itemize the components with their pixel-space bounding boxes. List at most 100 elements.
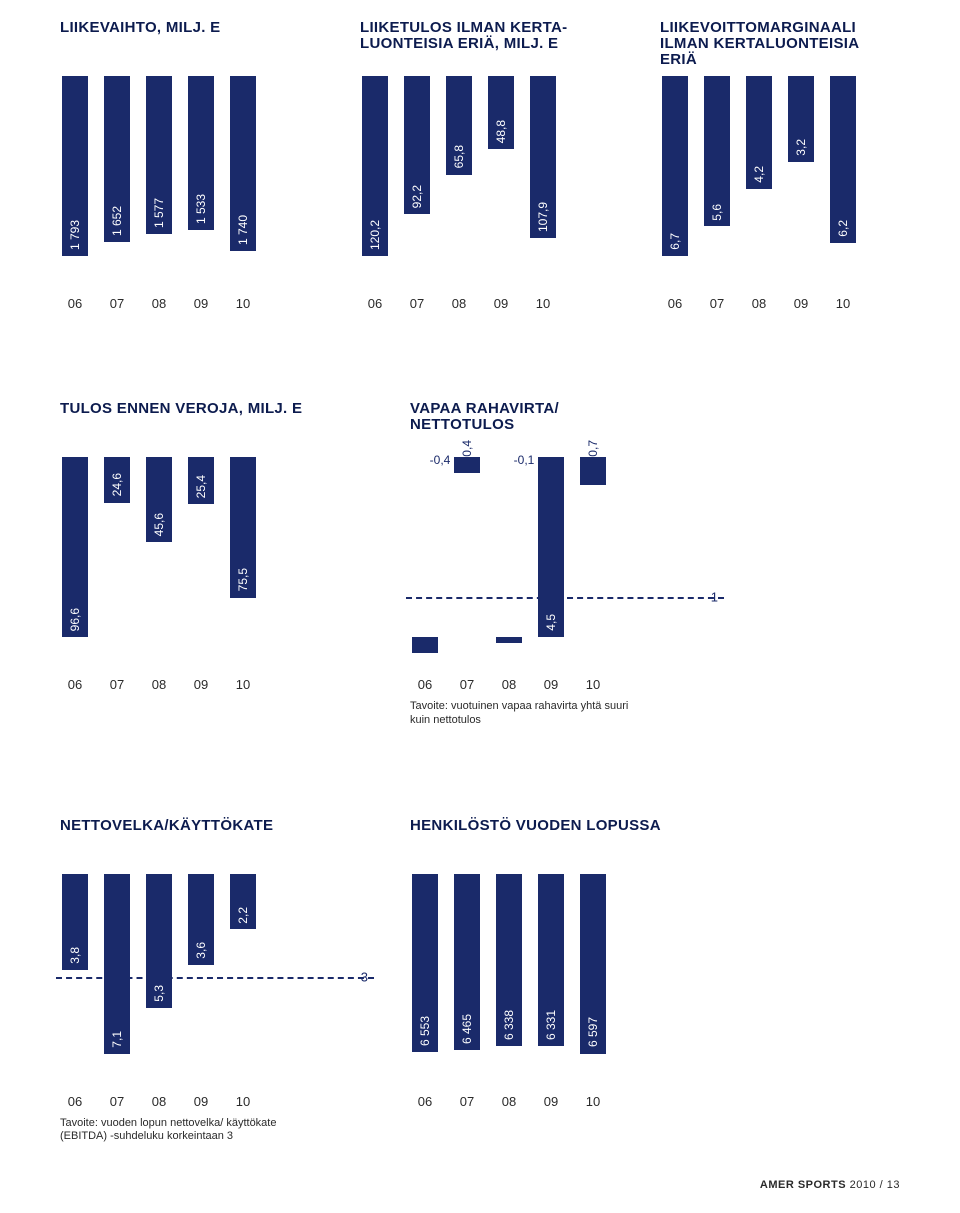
bar-rect: 6 597: [580, 874, 606, 1054]
bar-value-label: 92,2: [410, 185, 424, 208]
bar: 6 553: [410, 874, 440, 1054]
x-axis-label: 09: [786, 296, 816, 311]
bar-rect: 48,8: [488, 76, 514, 149]
bar-rect: 3,8: [62, 874, 88, 970]
bar: 6 465: [452, 874, 482, 1054]
bar-rect: 3,6: [188, 874, 214, 965]
x-axis-label: 09: [186, 1094, 216, 1109]
chart-note: Tavoite: vuotuinen vapaa rahavirta yhtä …: [410, 700, 630, 728]
bar-rect: 6 553: [412, 874, 438, 1053]
bar-value-label: 1 740: [236, 215, 250, 245]
chart-title: TULOS ENNEN VEROJA, milj. e: [60, 401, 350, 445]
bar-value-label: 25,4: [194, 475, 208, 498]
bar-rect: 6 331: [538, 874, 564, 1047]
bar: 0,4: [452, 457, 482, 637]
x-axis-label: 06: [60, 296, 90, 311]
bar-value-label: 5,3: [152, 985, 166, 1002]
chart-title: NETTOVELKA/KÄYTTÖKATE: [60, 818, 350, 862]
bar: -0,4: [410, 457, 440, 637]
bar-value-label: 24,6: [110, 473, 124, 496]
footer-brand: AMER SPORTS: [760, 1179, 846, 1191]
bar: 3,2: [786, 76, 816, 256]
x-axis-label: 10: [228, 296, 258, 311]
bar-rect: 0,7: [580, 457, 606, 485]
bar-rect: 25,4: [188, 457, 214, 504]
bar: 1 652: [102, 76, 132, 256]
x-axis: 0607080910: [60, 677, 350, 692]
bar-value-label: 6 331: [544, 1010, 558, 1040]
x-axis: 0607080910: [660, 296, 900, 311]
bar-value-label: 2,2: [236, 907, 250, 924]
target-label: 3: [361, 970, 368, 985]
chart-vapaa-rahavirta: VAPAA RAHAVIRTA/ NETTOTULOS -0,4 0,4 -0,1 4…: [410, 401, 700, 728]
bar: 1 533: [186, 76, 216, 256]
chart-tulos: TULOS ENNEN VEROJA, milj. e 96,6 24,6 45,6…: [60, 401, 350, 728]
bar-rect: 7,1: [104, 874, 130, 1054]
bar-rect: 1 740: [230, 76, 256, 251]
bar-value-label: 6 338: [502, 1010, 516, 1040]
bar-value-label: 65,8: [452, 145, 466, 168]
bar: 1 577: [144, 76, 174, 256]
x-axis-label: 07: [702, 296, 732, 311]
bar-rect: 1 533: [188, 76, 214, 230]
x-axis-label: 10: [228, 677, 258, 692]
target-line: [56, 977, 374, 979]
chart-title: LIIKEVOITTOMARGINAALI ILMAN KERTALUONTEI…: [660, 20, 900, 64]
bar-value-label: 7,1: [110, 1031, 124, 1048]
bar-rect: 107,9: [530, 76, 556, 238]
bar-value-label: 96,6: [68, 608, 82, 631]
bar-rect: 6 465: [454, 874, 480, 1050]
x-axis-label: 06: [660, 296, 690, 311]
x-axis-label: 07: [452, 1094, 482, 1109]
bars: 1 793 1 652 1 577 1 533 1 740: [60, 76, 300, 256]
chart-title: LIIKETULOS ILMAN KERTA- LUONTEISIA ERIÄ,…: [360, 20, 600, 64]
chart-note: Tavoite: vuoden lopun nettovelka/ käyttö…: [60, 1117, 280, 1145]
bar: 24,6: [102, 457, 132, 637]
bar: 65,8: [444, 76, 474, 256]
page-footer: AMER SPORTS 2010 / 13: [760, 1179, 900, 1191]
bar-value-label: 6 597: [586, 1017, 600, 1047]
charts-row-1: LIIKEVAIHTO, milj. e 1 7931 6521 5771 53…: [60, 0, 900, 311]
bar-value-label: 4,5: [544, 614, 558, 631]
bar-value-label: 6,7: [668, 233, 682, 250]
bar: 3,6: [186, 874, 216, 1054]
bar-value-label: 3,6: [194, 942, 208, 959]
bar: 45,6: [144, 457, 174, 637]
bar-rect: 45,6: [146, 457, 172, 542]
bar: 120,2: [360, 76, 390, 256]
bar-rect: 4,5: [538, 457, 564, 637]
bars: 96,6 24,6 45,6 25,4 75,5: [60, 457, 350, 637]
bar-value-label: 6 465: [460, 1014, 474, 1044]
charts-row-3: NETTOVELKA/KÄYTTÖKATE 3,87,15,33,62,2 3 …: [60, 798, 700, 1145]
bars: 120,2 92,2 65,8 48,8 107,9: [360, 76, 600, 256]
bar: 1 793: [60, 76, 90, 256]
bar: 6,2: [828, 76, 858, 256]
x-axis-label: 08: [144, 296, 174, 311]
bar: 75,5: [228, 457, 258, 637]
bar: 6,7: [660, 76, 690, 256]
bar: 1 740: [228, 76, 258, 256]
bar-rect: 24,6: [104, 457, 130, 503]
x-axis-label: 09: [186, 296, 216, 311]
bar-rect: 6 338: [496, 874, 522, 1047]
bar: 0,7: [578, 457, 608, 637]
bars: 6,75,64,23,26,2: [660, 76, 900, 256]
x-axis-label: 09: [186, 677, 216, 692]
x-axis-label: 08: [444, 296, 474, 311]
bar-rect: 1 793: [62, 76, 88, 256]
x-axis-label: 08: [494, 1094, 524, 1109]
bar-value-label: 75,5: [236, 568, 250, 591]
bar: -0,1: [494, 457, 524, 637]
bar-value-label: 6,2: [836, 220, 850, 237]
x-axis-label: 09: [536, 677, 566, 692]
x-axis: 0607080910: [360, 296, 600, 311]
bar: 96,6: [60, 457, 90, 637]
bar-rect: 2,2: [230, 874, 256, 930]
chart-title: VAPAA RAHAVIRTA/ NETTOTULOS: [410, 401, 700, 445]
x-axis-label: 10: [528, 296, 558, 311]
charts-row-2: TULOS ENNEN VEROJA, milj. e 96,6 24,6 45,6…: [60, 381, 700, 728]
bar: 2,2: [228, 874, 258, 1054]
chart-title: HENKILÖSTÖ VUODEN LOPUSSA: [410, 818, 700, 862]
bar-value-label: 0,7: [586, 436, 600, 457]
bar: 4,2: [744, 76, 774, 256]
